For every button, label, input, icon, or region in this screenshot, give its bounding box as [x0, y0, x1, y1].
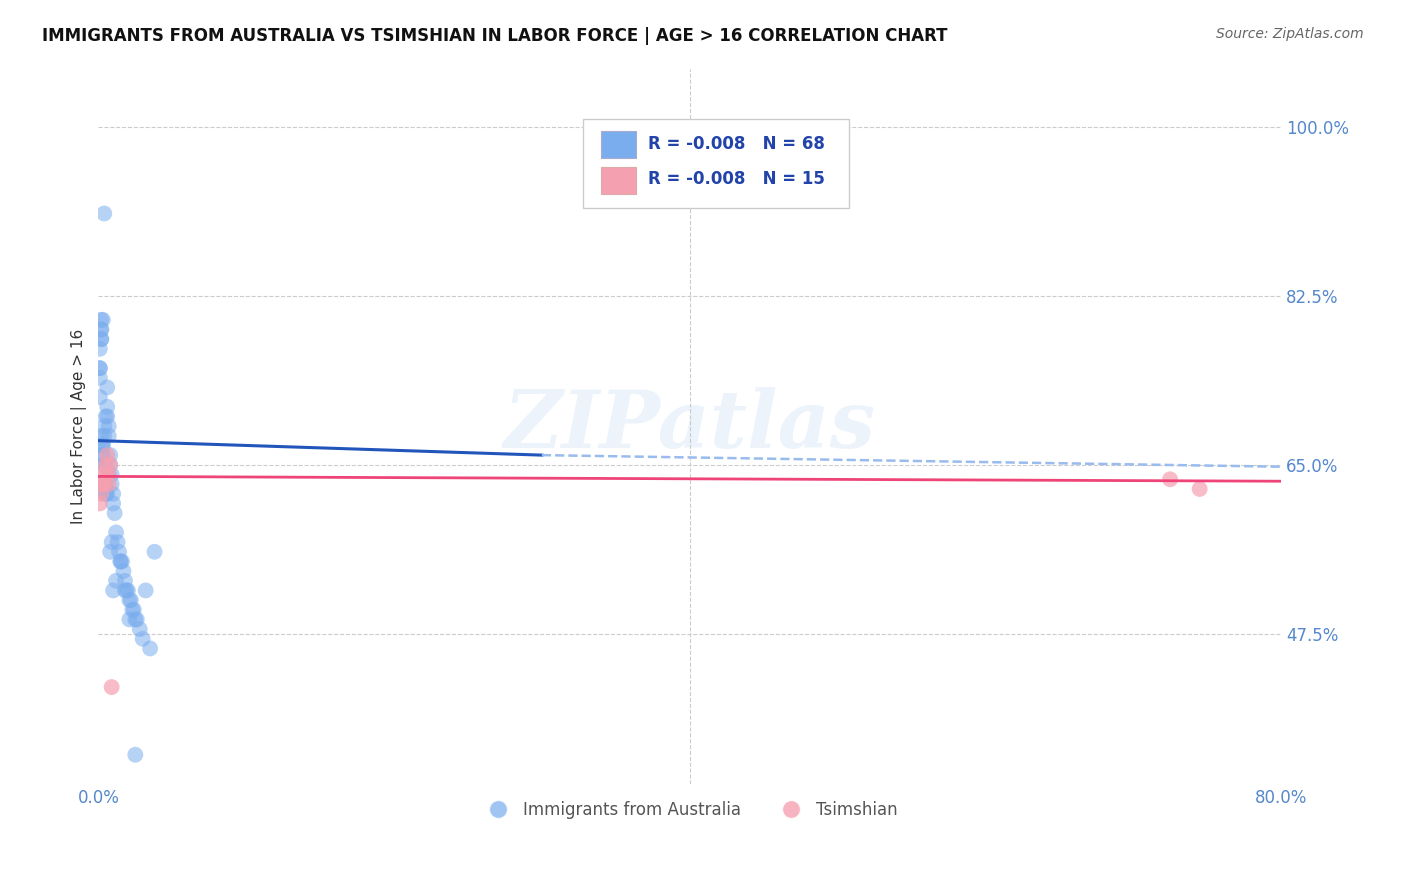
Point: [114, 574, 136, 588]
FancyBboxPatch shape: [583, 119, 849, 208]
Point: [97, 419, 120, 434]
Point: [91, 477, 114, 491]
Point: [96, 400, 118, 414]
Point: [128, 622, 150, 636]
Bar: [600, 131, 637, 158]
Legend: Immigrants from Australia, Tsimshian: Immigrants from Australia, Tsimshian: [475, 794, 904, 825]
Point: [135, 583, 157, 598]
Point: [93, 419, 115, 434]
Point: [94, 467, 117, 482]
Point: [89, 361, 111, 376]
Y-axis label: In Labor Force | Age > 16: In Labor Force | Age > 16: [72, 328, 87, 524]
Point: [1188, 482, 1211, 496]
Point: [117, 583, 139, 598]
Point: [93, 206, 115, 220]
Point: [122, 603, 145, 617]
Point: [98, 545, 121, 559]
Point: [107, 535, 129, 549]
Point: [112, 564, 135, 578]
Point: [90, 429, 112, 443]
Point: [97, 429, 120, 443]
Point: [100, 535, 122, 549]
Point: [120, 593, 142, 607]
Point: [90, 322, 112, 336]
Point: [96, 409, 118, 424]
Point: [94, 409, 117, 424]
Point: [91, 448, 114, 462]
Point: [91, 467, 114, 482]
Point: [90, 332, 112, 346]
Point: [94, 477, 117, 491]
Point: [108, 545, 131, 559]
Point: [96, 487, 118, 501]
Point: [121, 603, 143, 617]
Point: [90, 332, 112, 346]
Point: [93, 458, 115, 472]
Point: [118, 612, 141, 626]
Point: [114, 583, 136, 598]
Point: [100, 477, 122, 491]
Point: [105, 574, 128, 588]
Point: [93, 458, 115, 472]
Point: [98, 458, 121, 472]
Point: [94, 487, 117, 501]
Point: [131, 632, 153, 646]
Point: [115, 583, 138, 598]
Point: [90, 487, 112, 501]
Point: [1159, 472, 1181, 486]
Point: [91, 313, 114, 327]
Point: [96, 448, 118, 462]
Point: [111, 554, 134, 568]
Point: [124, 747, 146, 762]
Point: [110, 554, 132, 568]
Point: [124, 612, 146, 626]
Point: [97, 477, 120, 491]
Point: [90, 313, 112, 327]
Point: [91, 438, 114, 452]
Point: [101, 583, 124, 598]
Text: IMMIGRANTS FROM AUSTRALIA VS TSIMSHIAN IN LABOR FORCE | AGE > 16 CORRELATION CHA: IMMIGRANTS FROM AUSTRALIA VS TSIMSHIAN I…: [42, 27, 948, 45]
Point: [104, 506, 127, 520]
Point: [89, 361, 111, 376]
Point: [90, 322, 112, 336]
Point: [143, 545, 166, 559]
Point: [101, 496, 124, 510]
Point: [100, 467, 122, 482]
Point: [89, 496, 111, 510]
Point: [98, 458, 121, 472]
Point: [89, 390, 111, 404]
Point: [89, 342, 111, 356]
Point: [94, 458, 117, 472]
Text: Source: ZipAtlas.com: Source: ZipAtlas.com: [1216, 27, 1364, 41]
Point: [98, 448, 121, 462]
Point: [94, 487, 117, 501]
Point: [118, 593, 141, 607]
Point: [93, 477, 115, 491]
Point: [101, 487, 124, 501]
Text: ZIPatlas: ZIPatlas: [503, 387, 876, 465]
Point: [139, 641, 162, 656]
Point: [93, 429, 115, 443]
Point: [90, 477, 112, 491]
Point: [97, 467, 120, 482]
Point: [90, 438, 112, 452]
Bar: [600, 167, 637, 194]
Point: [100, 680, 122, 694]
Point: [125, 612, 148, 626]
Point: [91, 438, 114, 452]
Text: R = -0.008   N = 15: R = -0.008 N = 15: [648, 170, 825, 188]
Point: [97, 467, 120, 482]
Point: [96, 380, 118, 394]
Text: R = -0.008   N = 68: R = -0.008 N = 68: [648, 135, 825, 153]
Point: [110, 554, 132, 568]
Point: [91, 448, 114, 462]
Point: [105, 525, 128, 540]
Point: [89, 371, 111, 385]
